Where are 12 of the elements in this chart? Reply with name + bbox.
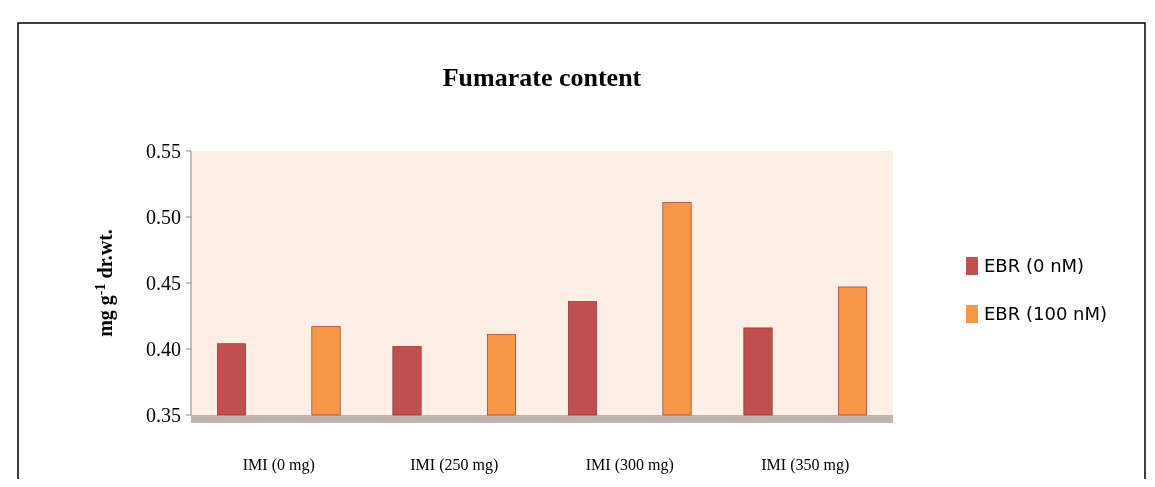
y-tick-label: 0.35 [146, 404, 181, 426]
y-tick-label: 0.40 [146, 338, 181, 360]
chart-title: Fumarate content [442, 63, 642, 92]
legend-label: EBR (100 nM) [984, 303, 1108, 325]
x-tick-label: IMI (250 mg) [410, 456, 499, 474]
x-tick-label: IMI (350 mg) [761, 456, 850, 474]
y-tick-label: 0.55 [146, 140, 181, 162]
y-tick-label: 0.50 [146, 206, 181, 228]
legend-label: EBR (0 nM) [984, 255, 1085, 277]
y-tick-label: 0.45 [146, 272, 181, 294]
x-tick-label: IMI (300 mg) [585, 456, 674, 474]
x-tick-label: IMI (0 mg) [242, 456, 315, 474]
